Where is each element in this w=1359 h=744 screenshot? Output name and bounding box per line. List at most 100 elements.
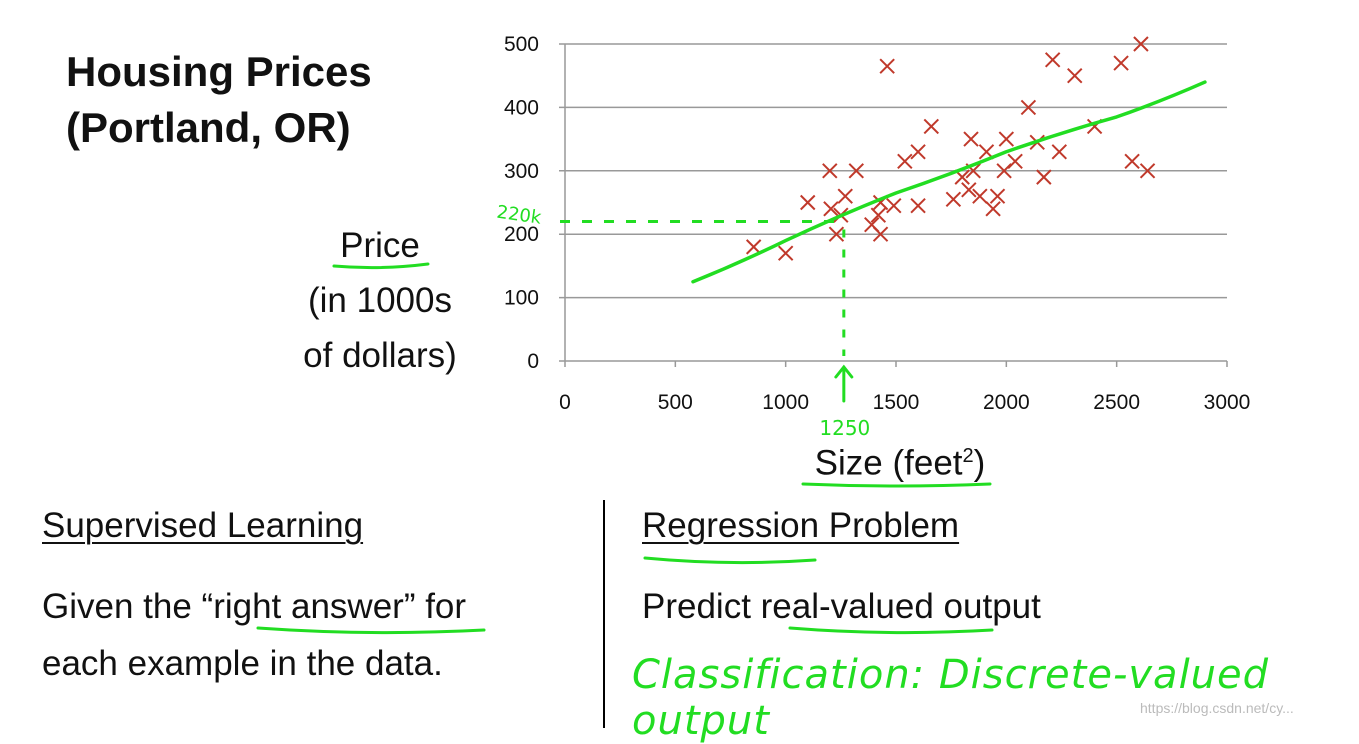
y-tick-label: 500 xyxy=(504,33,539,56)
classification-handwritten-note: Classification: Discrete-valued output xyxy=(632,652,1270,744)
slide-title: Housing Prices (Portland, OR) xyxy=(66,44,372,156)
data-point xyxy=(1067,67,1083,84)
data-point xyxy=(989,188,1006,204)
data-point-stroke xyxy=(910,197,926,214)
data-point xyxy=(1051,144,1068,160)
data-point-stroke xyxy=(1133,36,1149,52)
data-point-stroke xyxy=(879,58,895,74)
regression-problem-heading: Regression Problem xyxy=(642,506,960,545)
x-tick-label: 2000 xyxy=(983,391,1030,414)
data-point-stroke xyxy=(1044,52,1061,68)
data-point xyxy=(848,163,864,179)
data-point xyxy=(897,153,913,169)
data-point-stroke xyxy=(1067,67,1083,84)
data-point-stroke xyxy=(998,131,1015,147)
data-point-stroke xyxy=(1139,163,1156,179)
data-point-stroke xyxy=(848,163,864,179)
data-point xyxy=(985,201,1001,217)
data-point xyxy=(1113,55,1129,71)
data-point-stroke xyxy=(989,188,1006,204)
data-point-stroke xyxy=(800,194,816,211)
fit-curve xyxy=(691,80,1207,284)
data-point-stroke xyxy=(777,245,794,261)
x-tick-label: 500 xyxy=(658,391,693,414)
annotation-x-label: 1250 xyxy=(819,416,870,440)
data-point-stroke xyxy=(923,118,940,135)
data-point xyxy=(1139,163,1156,179)
data-point-stroke xyxy=(954,169,970,185)
data-point xyxy=(963,131,979,147)
x-axis-label: Size (feet2) xyxy=(760,432,1040,488)
data-point xyxy=(996,163,1012,179)
data-point-stroke xyxy=(823,201,839,217)
regression-problem-body: Predict real-valued output xyxy=(642,587,1041,626)
data-point xyxy=(972,188,988,204)
y-tick-label: 100 xyxy=(504,287,539,310)
data-point-stroke xyxy=(1007,153,1023,169)
x-label-text: Size (feet xyxy=(814,443,963,483)
data-point-stroke xyxy=(837,188,853,204)
data-point xyxy=(1133,36,1149,52)
data-point-stroke xyxy=(1051,144,1068,160)
y-tick-label: 300 xyxy=(504,160,539,183)
x-tick-label: 1000 xyxy=(762,391,809,414)
scatter-chart: 0 100 200 300 400 500 0 500 1000 1500 2000 2500 3000… xyxy=(332,33,1250,488)
data-point xyxy=(945,191,962,208)
data-point xyxy=(1124,153,1140,169)
data-point xyxy=(998,131,1015,147)
data-point xyxy=(822,163,838,179)
data-point xyxy=(1020,99,1037,116)
annotation-y-label: 220k xyxy=(495,202,543,229)
watermark: https://blog.csdn.net/cy... xyxy=(1140,700,1294,716)
data-point xyxy=(823,201,839,217)
handwritten-underlines xyxy=(256,556,994,635)
y-label-line-1: Price xyxy=(340,226,420,265)
y-tick-label: 400 xyxy=(504,96,539,119)
data-point-stroke xyxy=(945,191,962,208)
grid-layer xyxy=(559,43,1228,367)
y-label-line-2: (in 1000s xyxy=(308,281,452,320)
y-tick-label: 200 xyxy=(504,223,539,246)
annotation-arrow xyxy=(834,364,854,403)
data-point-stroke xyxy=(870,207,887,223)
point-layer xyxy=(745,36,1156,261)
data-point-stroke xyxy=(985,201,1001,217)
data-point-stroke xyxy=(822,163,838,179)
size-underline xyxy=(801,482,992,488)
data-point-stroke xyxy=(963,131,979,147)
data-point xyxy=(910,144,926,160)
data-point xyxy=(1036,169,1052,185)
supervised-learning-heading: Supervised Learning xyxy=(42,506,364,545)
data-point-stroke xyxy=(1020,99,1037,116)
title-line-2: (Portland, OR) xyxy=(66,104,351,151)
data-point-stroke xyxy=(1113,55,1129,71)
data-point xyxy=(961,182,977,198)
supervised-learning-body: Given the “right answer” for each exampl… xyxy=(42,578,602,692)
x-tick-label: 2500 xyxy=(1093,391,1140,414)
regression-underline xyxy=(643,556,817,565)
data-point-stroke xyxy=(965,163,981,179)
x-tick-label: 1500 xyxy=(873,391,920,414)
data-point-stroke xyxy=(961,182,977,198)
data-point-stroke xyxy=(872,226,889,242)
data-point xyxy=(1007,153,1023,169)
data-point-stroke xyxy=(828,226,845,242)
data-point-stroke xyxy=(897,153,913,169)
tick-layer: 0 100 200 300 400 500 0 500 1000 1500 2000 2500 3000 xyxy=(504,33,1250,414)
data-point xyxy=(886,197,902,214)
data-point xyxy=(872,226,889,242)
ink-layer: 1250 220k xyxy=(332,80,1207,488)
data-point xyxy=(910,197,926,214)
data-point xyxy=(828,226,845,242)
x-tick-label: 3000 xyxy=(1204,391,1251,414)
data-point xyxy=(745,239,762,255)
data-point-stroke xyxy=(996,163,1012,179)
title-line-1: Housing Prices xyxy=(66,48,372,95)
data-point-stroke xyxy=(1124,153,1140,169)
supervised-body-line-2: each example in the data. xyxy=(42,644,443,683)
y-tick-label: 0 xyxy=(527,350,539,373)
x-label-sup: 2 xyxy=(962,445,974,467)
data-point-stroke xyxy=(886,197,902,214)
supervised-body-line-1: Given the “right answer” for xyxy=(42,587,467,626)
right-answer-underline xyxy=(256,626,486,635)
